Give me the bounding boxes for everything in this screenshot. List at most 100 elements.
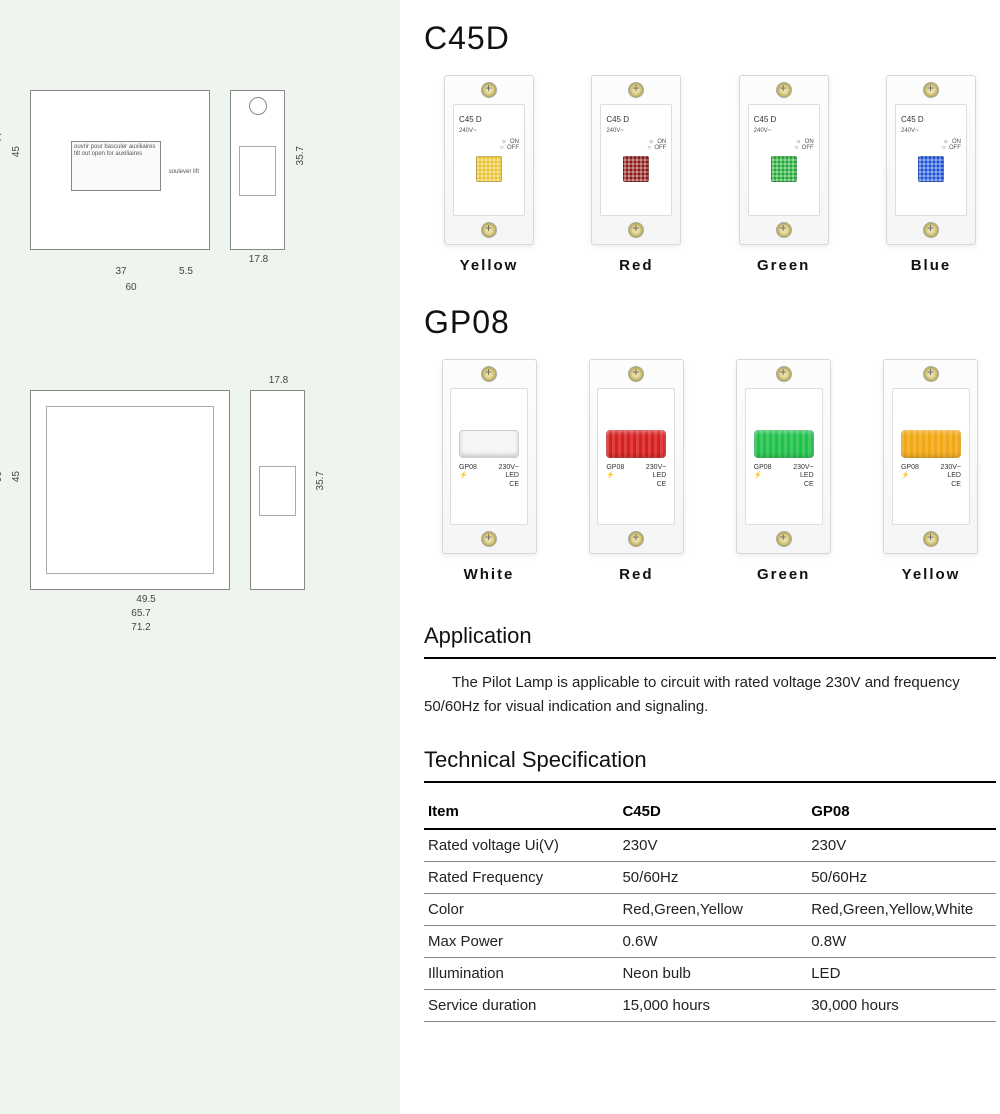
- device-gp08: GP08230V~ ⚡LED CE: [883, 359, 978, 554]
- table-row: Rated Frequency50/60Hz50/60Hz: [424, 862, 996, 894]
- color-caption: Blue: [911, 257, 952, 274]
- screw-icon: [481, 222, 497, 238]
- diagram-c45d-side: 35.7 17.8: [230, 90, 285, 250]
- dim-17-8b: 17.8: [256, 375, 301, 386]
- diagram-c45d: ouvrir pour basculer auxiliaires tilt ou…: [30, 90, 370, 250]
- diagram-inner-right: soulever lift: [169, 169, 199, 175]
- color-caption: Yellow: [902, 566, 961, 583]
- indicator-light: [476, 156, 502, 182]
- dim-5-5: 5.5: [171, 266, 201, 277]
- spec-cell: 15,000 hours: [618, 990, 807, 1022]
- device-body: C45 D240V~ ☼ ON○ OFF: [895, 104, 967, 216]
- device-body: C45 D240V~ ☼ ON○ OFF: [453, 104, 525, 216]
- screw-icon: [776, 366, 792, 382]
- spec-cell: Rated Frequency: [424, 862, 618, 894]
- title-gp08: GP08: [424, 304, 996, 341]
- screw-icon: [481, 82, 497, 98]
- spec-column-header: Item: [424, 795, 618, 829]
- spec-cell: Illumination: [424, 958, 618, 990]
- diagram-gp08-front: 90 45 49.5 65.7 71.2: [30, 390, 230, 590]
- device-c45d: C45 D240V~ ☼ ON○ OFF: [444, 75, 534, 245]
- application-heading: Application: [424, 623, 996, 649]
- table-row: Rated voltage Ui(V)230V230V: [424, 829, 996, 862]
- c45d-product-row: C45 D240V~ ☼ ON○ OFF Yellow C45 D240V~ ☼…: [424, 75, 996, 274]
- device-gp08: GP08230V~ ⚡LED CE: [736, 359, 831, 554]
- product-card-c45d: C45 D240V~ ☼ ON○ OFF Blue: [866, 75, 996, 274]
- device-body: GP08230V~ ⚡LED CE: [450, 388, 528, 525]
- color-caption: Yellow: [460, 257, 519, 274]
- screw-icon: [776, 531, 792, 547]
- indicator-light: [771, 156, 797, 182]
- screw-icon: [628, 222, 644, 238]
- product-card-gp08: GP08230V~ ⚡LED CE Green: [719, 359, 849, 583]
- table-row: IlluminationNeon bulbLED: [424, 958, 996, 990]
- screw-icon: [923, 222, 939, 238]
- spec-cell: Neon bulb: [618, 958, 807, 990]
- spec-cell: 0.6W: [618, 926, 807, 958]
- dim-35-7: 35.7: [295, 146, 306, 165]
- color-caption: Green: [757, 566, 810, 583]
- dim-77: 77: [0, 131, 4, 142]
- spec-cell: Service duration: [424, 990, 618, 1022]
- device-body: GP08230V~ ⚡LED CE: [892, 388, 970, 525]
- screw-icon: [776, 222, 792, 238]
- product-card-c45d: C45 D240V~ ☼ ON○ OFF Red: [571, 75, 701, 274]
- divider: [424, 657, 996, 659]
- dim-71-2: 71.2: [81, 622, 201, 633]
- device-gp08: GP08230V~ ⚡LED CE: [442, 359, 537, 554]
- product-card-gp08: GP08230V~ ⚡LED CE White: [424, 359, 554, 583]
- screw-icon: [628, 82, 644, 98]
- device-body: C45 D240V~ ☼ ON○ OFF: [600, 104, 672, 216]
- spec-cell: 50/60Hz: [807, 862, 996, 894]
- left-diagram-panel: ouvrir pour basculer auxiliaires tilt ou…: [0, 0, 400, 1114]
- table-row: Service duration15,000 hours30,000 hours: [424, 990, 996, 1022]
- dim-45b: 45: [11, 471, 22, 482]
- device-model-label: C45 D240V~: [754, 115, 814, 135]
- diagram-c45d-front: ouvrir pour basculer auxiliaires tilt ou…: [30, 90, 210, 250]
- screw-icon: [628, 531, 644, 547]
- spec-cell: Red,Green,Yellow: [618, 894, 807, 926]
- title-c45d: C45D: [424, 20, 996, 57]
- device-gp08: GP08230V~ ⚡LED CE: [589, 359, 684, 554]
- dim-60: 60: [81, 282, 181, 293]
- product-card-gp08: GP08230V~ ⚡LED CE Yellow: [866, 359, 996, 583]
- spec-cell: 0.8W: [807, 926, 996, 958]
- device-body: C45 D240V~ ☼ ON○ OFF: [748, 104, 820, 216]
- screw-icon: [481, 531, 497, 547]
- divider: [424, 781, 996, 783]
- screw-icon: [481, 366, 497, 382]
- dim-90: 90: [0, 471, 4, 482]
- table-row: Max Power0.6W0.8W: [424, 926, 996, 958]
- indicator-light: [623, 156, 649, 182]
- diagram-inner-text: ouvrir pour basculer auxiliaires tilt ou…: [74, 144, 155, 157]
- device-body: GP08230V~ ⚡LED CE: [745, 388, 823, 525]
- screw-icon: [923, 531, 939, 547]
- right-content-panel: C45D C45 D240V~ ☼ ON○ OFF Yellow C45 D24…: [400, 0, 1000, 1114]
- color-caption: Green: [757, 257, 810, 274]
- spec-cell: Max Power: [424, 926, 618, 958]
- product-card-gp08: GP08230V~ ⚡LED CE Red: [571, 359, 701, 583]
- screw-icon: [776, 82, 792, 98]
- device-model-label: C45 D240V~: [606, 115, 666, 135]
- dim-17-8: 17.8: [236, 254, 281, 265]
- device-model-label: GP08230V~ ⚡LED CE: [901, 464, 961, 489]
- device-onoff-label: ☼ ON○ OFF: [901, 139, 961, 152]
- device-onoff-label: ☼ ON○ OFF: [606, 139, 666, 152]
- device-model-label: C45 D240V~: [459, 115, 519, 135]
- spec-cell: Red,Green,Yellow,White: [807, 894, 996, 926]
- device-c45d: C45 D240V~ ☼ ON○ OFF: [739, 75, 829, 245]
- indicator-lens: [606, 430, 666, 458]
- indicator-lens: [459, 430, 519, 458]
- product-card-c45d: C45 D240V~ ☼ ON○ OFF Green: [719, 75, 849, 274]
- spec-column-header: GP08: [807, 795, 996, 829]
- device-c45d: C45 D240V~ ☼ ON○ OFF: [886, 75, 976, 245]
- application-text: The Pilot Lamp is applicable to circuit …: [424, 671, 996, 719]
- spec-cell: 230V: [807, 829, 996, 862]
- spec-cell: 50/60Hz: [618, 862, 807, 894]
- screw-icon: [628, 366, 644, 382]
- device-onoff-label: ☼ ON○ OFF: [459, 139, 519, 152]
- spec-cell: Color: [424, 894, 618, 926]
- screw-icon: [923, 82, 939, 98]
- device-model-label: C45 D240V~: [901, 115, 961, 135]
- diagram-gp08: 90 45 49.5 65.7 71.2 35.7 17.8: [30, 390, 370, 590]
